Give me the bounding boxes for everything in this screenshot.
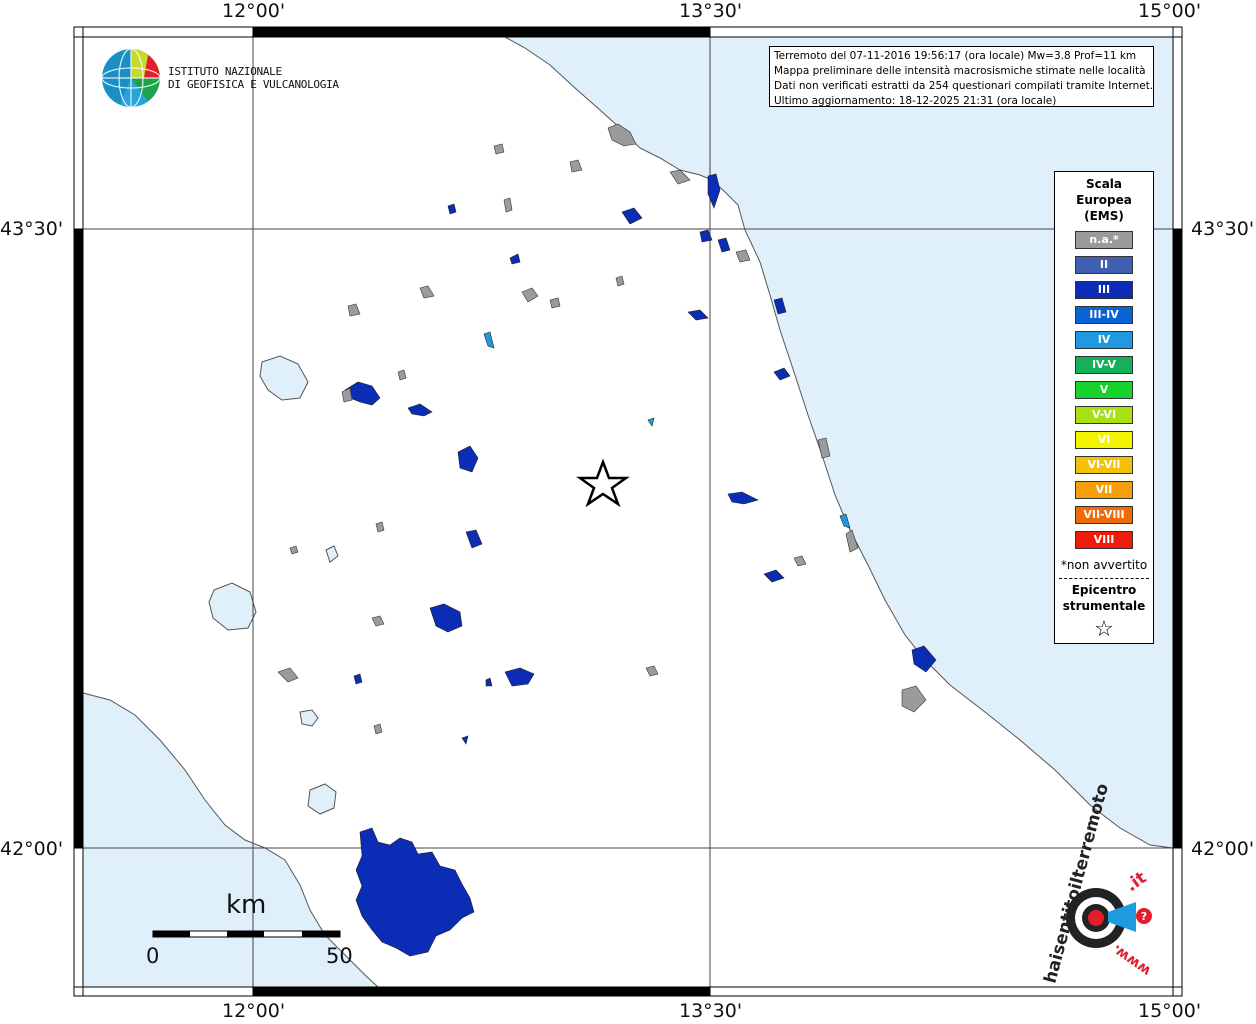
legend-item-12: VIII: [1075, 531, 1133, 549]
logo-line-1: ISTITUTO NAZIONALE: [168, 65, 282, 78]
map-frame: [73, 26, 1183, 997]
legend-item-4: IV: [1075, 331, 1133, 349]
legend-title-3: (EMS): [1084, 209, 1124, 223]
coord-right-43-30: 43°30': [1191, 218, 1255, 240]
intensity-legend: Scala Europea (EMS) n.a.* II III III-IV IV IV…: [1054, 171, 1154, 644]
adriatic-sea: [504, 36, 1174, 849]
scale-bar: [152, 930, 341, 938]
legend-item-2: III: [1075, 281, 1133, 299]
info-line-3: Dati non verificati estratti da 254 ques…: [774, 80, 1154, 92]
coord-top-13-30: 13°30': [679, 0, 743, 22]
coord-top-15: 15°00': [1138, 0, 1202, 22]
globe-icon: [101, 48, 161, 108]
legend-item-5: IV-V: [1075, 356, 1133, 374]
legend-item-11: VII-VIII: [1075, 506, 1133, 524]
scale-max: 50: [326, 944, 353, 968]
legend-item-6: V: [1075, 381, 1133, 399]
legend-epicenter-2: strumentale: [1062, 599, 1146, 613]
legend-item-1: II: [1075, 256, 1133, 274]
legend-item-3: III-IV: [1075, 306, 1133, 324]
legend-title-1: Scala: [1085, 177, 1123, 191]
legend-items: n.a.* II III III-IV IV IV-V V V-VI VI VI-VII VII VI…: [1055, 231, 1153, 549]
haisentito-logo: ? haisentitoilterremoto .it www.: [1032, 781, 1162, 988]
scale-min: 0: [146, 944, 160, 968]
ingv-logo: ISTITUTO NAZIONALE DI GEOFISICA E VULCAN…: [100, 47, 339, 111]
legend-epicenter-1: Epicentro: [1071, 583, 1137, 597]
localities-not-felt: [277, 123, 927, 735]
locality-roma: [355, 827, 475, 957]
coord-bottom-15: 15°00': [1138, 1000, 1202, 1022]
lake-small-2: [299, 709, 319, 727]
lake-small-1: [307, 783, 337, 815]
info-line-4: Ultimo aggiornamento: 18-12-2025 21:31 (…: [774, 95, 1057, 107]
coord-right-42: 42°00': [1191, 838, 1255, 860]
lake-trasimeno: [259, 355, 309, 401]
localities-intensity-III: [344, 173, 937, 745]
legend-separator: [1059, 578, 1149, 579]
scale-unit: km: [226, 890, 267, 920]
info-line-2: Mappa preliminare delle intensità macros…: [774, 65, 1146, 77]
legend-title-2: Europea: [1076, 193, 1132, 207]
coord-left-42: 42°00': [0, 838, 64, 860]
epicenter-star: [576, 458, 630, 508]
coord-bottom-13-30: 13°30': [679, 1000, 743, 1022]
legend-note: *non avvertito: [1060, 558, 1148, 572]
lake-bolsena: [208, 582, 257, 631]
lake-small-3: [325, 545, 339, 563]
legend-item-9: VI-VII: [1075, 456, 1133, 474]
coord-top-12: 12°00': [222, 0, 286, 22]
tyrrhenian-sea: [82, 692, 380, 988]
legend-item-10: VII: [1075, 481, 1133, 499]
legend-item-7: V-VI: [1075, 406, 1133, 424]
haisentito-logo-icon: ?: [1066, 888, 1152, 948]
logo-line-2: DI GEOFISICA E VULCANOLOGIA: [168, 78, 339, 91]
legend-item-0: n.a.*: [1075, 231, 1133, 249]
coord-left-43-30: 43°30': [0, 218, 64, 240]
event-info-box: Terremoto del 07-11-2016 19:56:17 (ora l…: [769, 46, 1154, 107]
legend-star-icon: ☆: [1094, 617, 1114, 642]
svg-text:?: ?: [1141, 910, 1147, 923]
coord-bottom-12: 12°00': [222, 1000, 286, 1022]
legend-item-8: VI: [1075, 431, 1133, 449]
info-line-1: Terremoto del 07-11-2016 19:56:17 (ora l…: [774, 50, 1137, 62]
